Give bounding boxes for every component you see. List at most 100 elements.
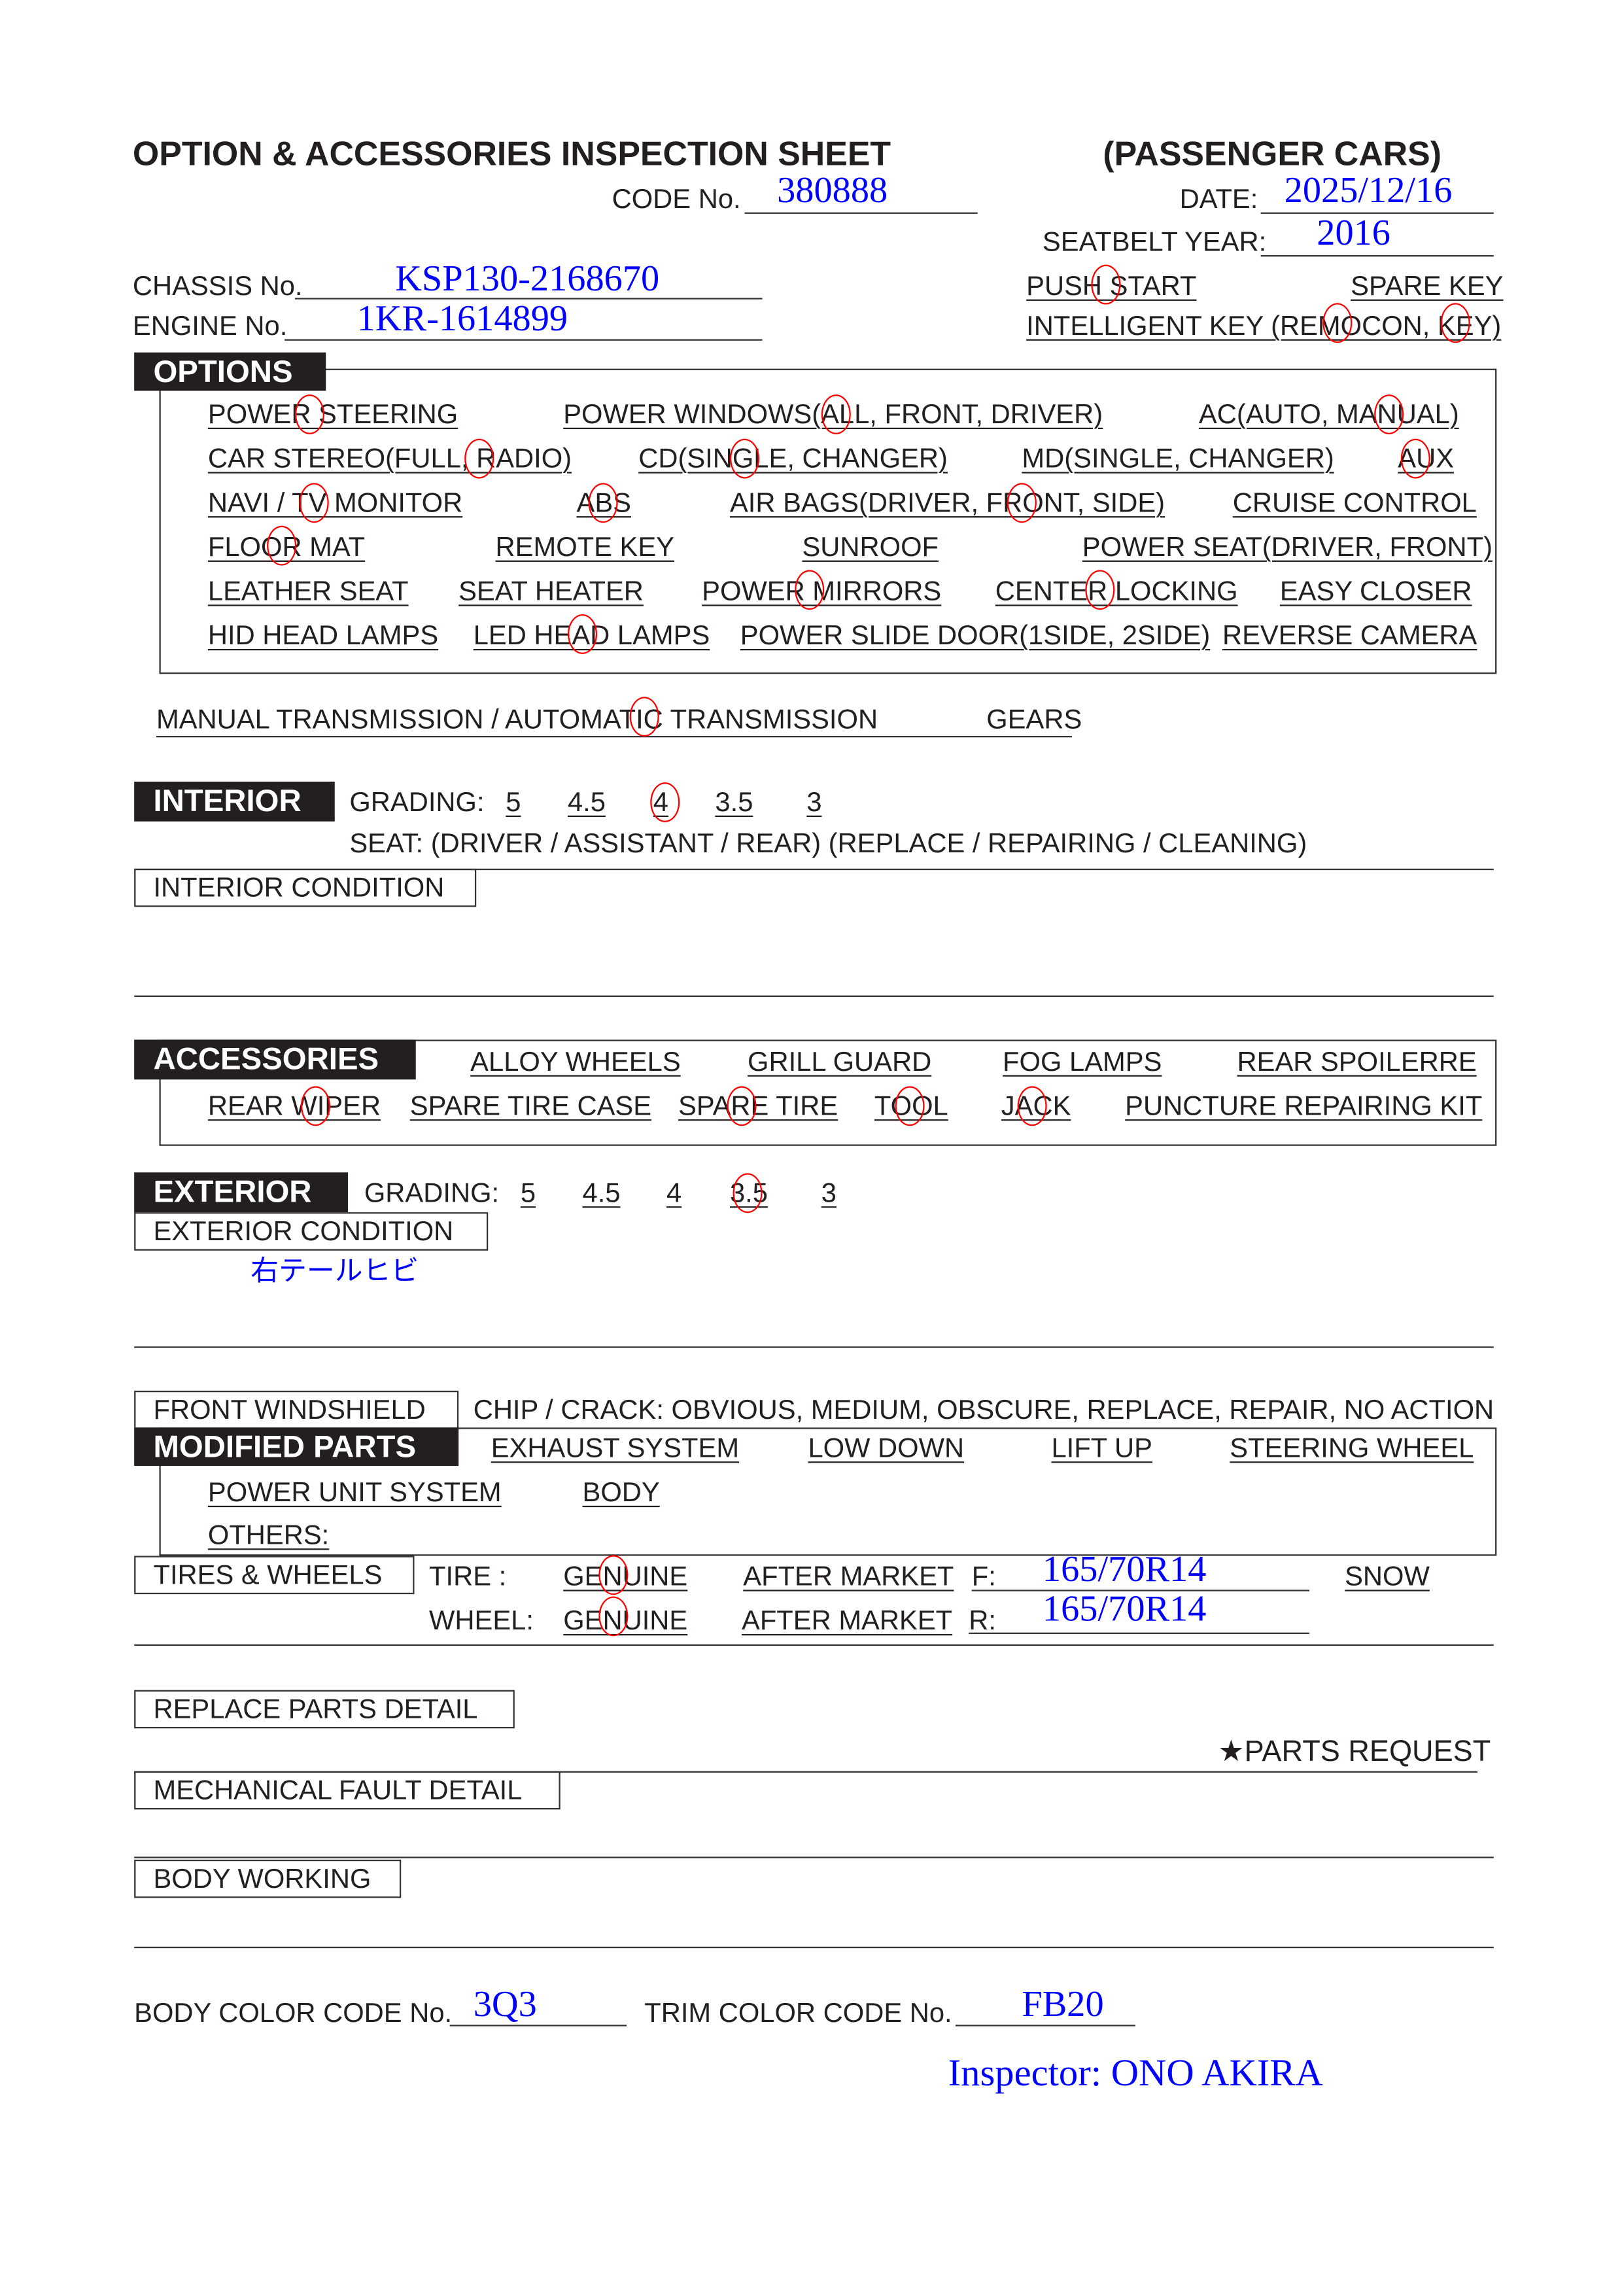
- circle-mark: [629, 697, 659, 737]
- option-item[interactable]: CRUISE CONTROL: [1232, 486, 1477, 518]
- modified-item[interactable]: EXHAUST SYSTEM: [491, 1432, 740, 1463]
- body-color-value[interactable]: 3Q3: [473, 1985, 537, 2025]
- rear-label: R:: [969, 1604, 996, 1636]
- modified-item[interactable]: STEERING WHEEL: [1230, 1432, 1474, 1463]
- accessory-item[interactable]: REAR WIPER: [207, 1090, 381, 1121]
- modified-item[interactable]: LIFT UP: [1051, 1432, 1152, 1463]
- transmission-type[interactable]: MANUAL TRANSMISSION / AUTOMATIC TRANSMIS…: [156, 703, 878, 735]
- option-item[interactable]: AC(AUTO, MANUAL): [1198, 398, 1459, 430]
- wheel-label: WHEEL:: [429, 1604, 534, 1636]
- circle-mark: [729, 438, 760, 479]
- exterior-grade[interactable]: 3: [821, 1177, 837, 1208]
- replace-parts-label: REPLACE PARTS DETAIL: [134, 1690, 515, 1729]
- modified-item[interactable]: BODY: [582, 1476, 660, 1508]
- modified-item[interactable]: POWER UNIT SYSTEM: [207, 1476, 502, 1508]
- inspector-label: Inspector:: [948, 2051, 1102, 2095]
- windshield-options[interactable]: CHIP / CRACK: OBVIOUS, MEDIUM, OBSCURE, …: [473, 1393, 1494, 1425]
- accessories-frame: [159, 1039, 1497, 1146]
- inspector: Inspector: ONO AKIRA: [948, 2051, 1323, 2096]
- accessory-item[interactable]: SPARE TIRE CASE: [409, 1090, 652, 1121]
- circle-mark: [1091, 264, 1121, 305]
- snow-tire[interactable]: SNOW: [1345, 1560, 1430, 1592]
- body-color-label: BODY COLOR CODE No.: [134, 1996, 453, 2028]
- intelligent-key[interactable]: INTELLIGENT KEY (REMOCON, KEY): [1026, 309, 1502, 341]
- accessory-item[interactable]: SPARE TIRE: [678, 1090, 838, 1121]
- circle-mark: [821, 394, 851, 434]
- seat-line: SEAT: (DRIVER / ASSISTANT / REAR) (REPLA…: [349, 827, 1307, 859]
- accessory-item[interactable]: REAR SPOILERRE: [1237, 1045, 1477, 1077]
- front-tire-size[interactable]: 165/70R14: [1042, 1550, 1207, 1590]
- option-item[interactable]: SEAT HEATER: [458, 575, 644, 606]
- date-label: DATE:: [1179, 183, 1258, 214]
- exterior-grade[interactable]: 4.5: [582, 1177, 621, 1208]
- interior-grade[interactable]: 5: [506, 786, 521, 817]
- circle-mark: [464, 438, 494, 479]
- sheet-title: OPTION & ACCESSORIES INSPECTION SHEET: [132, 134, 891, 173]
- chassis-value[interactable]: KSP130-2168670: [395, 259, 660, 300]
- body-working-label: BODY WORKING: [134, 1859, 402, 1898]
- circle-mark: [727, 1086, 757, 1126]
- code-label: CODE No.: [612, 183, 741, 214]
- interior-grade[interactable]: 4.5: [567, 786, 606, 817]
- seatbelt-value[interactable]: 2016: [1317, 213, 1390, 254]
- interior-grading-label: GRADING:: [349, 786, 485, 817]
- modified-others[interactable]: OTHERS:: [207, 1519, 330, 1550]
- circle-mark: [300, 1086, 331, 1126]
- accessory-item[interactable]: PUNCTURE REPAIRING KIT: [1125, 1090, 1483, 1121]
- option-item[interactable]: LEATHER SEAT: [207, 575, 409, 606]
- transmission-line: [156, 705, 1073, 738]
- accessory-item[interactable]: GRILL GUARD: [748, 1045, 932, 1077]
- interior-grade[interactable]: 3.5: [715, 786, 753, 817]
- option-item[interactable]: CD(SINGLE, CHANGER): [638, 442, 948, 474]
- modified-frame: [159, 1427, 1497, 1556]
- circle-mark: [895, 1086, 925, 1126]
- modified-item[interactable]: LOW DOWN: [808, 1432, 965, 1463]
- circle-mark: [795, 570, 825, 610]
- tires-heading: TIRES & WHEELS: [134, 1556, 415, 1595]
- rear-tire-size[interactable]: 165/70R14: [1042, 1590, 1207, 1630]
- parts-request[interactable]: ★PARTS REQUEST: [1218, 1735, 1491, 1769]
- wheel-after-market[interactable]: AFTER MARKET: [742, 1604, 953, 1636]
- spare-key[interactable]: SPARE KEY: [1351, 270, 1504, 301]
- gears-label: GEARS: [986, 703, 1082, 735]
- option-item[interactable]: AIR BAGS(DRIVER, FRONT, SIDE): [729, 486, 1165, 518]
- circle-mark: [1322, 303, 1353, 343]
- circle-mark: [733, 1173, 763, 1213]
- option-item[interactable]: REMOTE KEY: [495, 531, 675, 562]
- option-item[interactable]: CENTER LOCKING: [995, 575, 1238, 606]
- option-item[interactable]: SUNROOF: [802, 531, 939, 562]
- exterior-grade[interactable]: 5: [520, 1177, 536, 1208]
- accessories-heading: ACCESSORIES: [134, 1039, 416, 1080]
- option-item[interactable]: NAVI / TV MONITOR: [207, 486, 463, 518]
- exterior-condition-note[interactable]: 右テールヒビ: [250, 1256, 419, 1288]
- date-value[interactable]: 2025/12/16: [1284, 171, 1453, 211]
- circle-mark: [1085, 570, 1115, 610]
- option-item[interactable]: MD(SINGLE, CHANGER): [1022, 442, 1334, 474]
- interior-grade[interactable]: 3: [806, 786, 822, 817]
- trim-color-value[interactable]: FB20: [1022, 1985, 1104, 2025]
- options-frame: [159, 368, 1497, 674]
- option-item[interactable]: POWER STEERING: [207, 398, 458, 430]
- vehicle-category: (PASSENGER CARS): [1103, 134, 1442, 173]
- tire-after-market[interactable]: AFTER MARKET: [743, 1560, 954, 1592]
- option-item[interactable]: REVERSE CAMERA: [1222, 619, 1477, 651]
- option-item[interactable]: HID HEAD LAMPS: [207, 619, 439, 651]
- option-item[interactable]: EASY CLOSER: [1279, 575, 1472, 606]
- option-item[interactable]: CAR STEREO(FULL, RADIO): [207, 442, 572, 474]
- option-item[interactable]: POWER SEAT(DRIVER, FRONT): [1082, 531, 1493, 562]
- windshield-label: FRONT WINDSHIELD: [134, 1390, 459, 1429]
- circle-mark: [1440, 303, 1470, 343]
- circle-mark: [294, 394, 324, 434]
- accessory-item[interactable]: ALLOY WHEELS: [470, 1045, 681, 1077]
- options-heading: OPTIONS: [134, 352, 326, 391]
- circle-mark: [588, 483, 618, 523]
- circle-mark: [567, 614, 598, 654]
- engine-value[interactable]: 1KR-1614899: [356, 299, 568, 339]
- inspector-name[interactable]: ONO AKIRA: [1111, 2051, 1323, 2095]
- circle-mark: [1007, 483, 1037, 523]
- circle-mark: [598, 1596, 629, 1637]
- exterior-grade[interactable]: 4: [666, 1177, 682, 1208]
- accessory-item[interactable]: FOG LAMPS: [1003, 1045, 1162, 1077]
- code-value[interactable]: 380888: [777, 171, 888, 211]
- option-item[interactable]: POWER SLIDE DOOR(1SIDE, 2SIDE): [740, 619, 1211, 651]
